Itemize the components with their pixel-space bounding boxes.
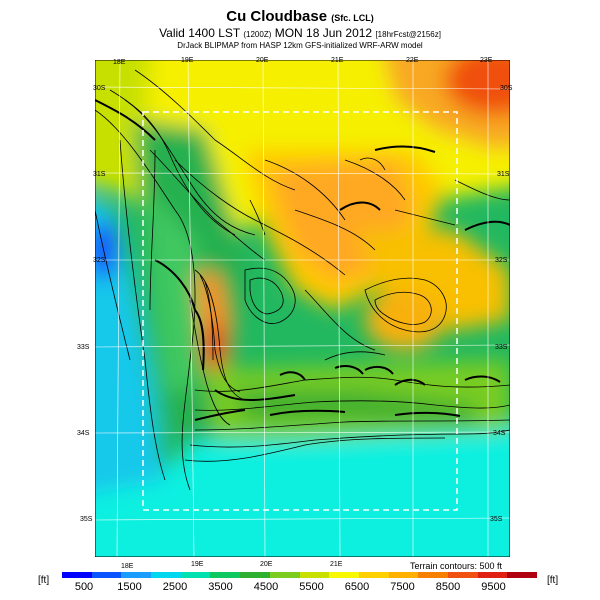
colorbar-tick-label: 500 xyxy=(74,581,94,593)
colorbar-tick-label: 8500 xyxy=(435,581,461,593)
colorbar-swatch xyxy=(240,572,270,578)
colorbar-tick-label: 2500 xyxy=(162,581,188,593)
colorbar-swatch xyxy=(91,572,122,578)
lat-label-right: 30S xyxy=(500,85,513,92)
colorbar-tick-label: 9500 xyxy=(481,581,506,593)
colorbar-swatch xyxy=(329,572,359,578)
lon-label-top: 18E xyxy=(113,59,126,66)
colorbar-swatch xyxy=(269,572,300,578)
colorbar-swatch xyxy=(418,572,448,578)
colorbar-tick-label: 4500 xyxy=(253,581,279,593)
cloudbase-contours xyxy=(95,99,510,421)
lon-label-bottom: 20E xyxy=(260,561,273,568)
colorbar-swatch xyxy=(121,572,152,578)
units-label-right: [ft] xyxy=(547,575,559,586)
colorbar-swatch xyxy=(180,572,211,578)
colorbar-swatch xyxy=(299,572,330,578)
lat-label-right: 31S xyxy=(497,171,510,178)
title-main: Cu Cloudbase xyxy=(226,8,328,25)
lon-label-bottom: 18E xyxy=(121,563,134,570)
lat-label-left: 32S xyxy=(93,257,106,264)
colorbar-swatch xyxy=(477,572,508,578)
lon-label-top: 19E xyxy=(181,57,194,64)
lat-label-left: 33S xyxy=(77,344,90,351)
colorbar-swatch xyxy=(358,572,389,578)
valid-tail: [18hrFcst@2156z] xyxy=(375,30,441,39)
colorbar-swatch xyxy=(62,572,92,578)
terrain-contours xyxy=(95,69,510,491)
lat-label-right: 34S xyxy=(493,430,506,437)
colorbar-tick-label: 5500 xyxy=(299,581,324,593)
lat-label-right: 35S xyxy=(490,516,503,523)
valid-date: MON 18 Jun 2012 xyxy=(274,26,373,40)
inner-domain-boundary xyxy=(142,111,458,511)
credit-line: DrJack BLIPMAP from HASP 12km GFS-initia… xyxy=(177,41,423,50)
lon-label-bottom: 19E xyxy=(191,561,204,568)
cloudbase-field xyxy=(95,60,510,557)
units-label-left: [ft] xyxy=(38,575,50,586)
terrain-contour-note: Terrain contours: 500 ft xyxy=(409,561,502,571)
valid-text: Valid 1400 LST xyxy=(159,26,241,40)
lat-label-left: 34S xyxy=(77,430,90,437)
colorbar-tick-label: 7500 xyxy=(390,581,415,593)
colorbar-tick-label: 1500 xyxy=(117,581,142,593)
lat-label-left: 35S xyxy=(80,516,93,523)
valid-code: (1200Z) xyxy=(243,30,272,39)
lon-label-top: 23E xyxy=(480,57,493,64)
colorbar-swatch xyxy=(388,572,419,578)
lon-label-top: 22E xyxy=(406,57,419,64)
map-plot xyxy=(95,60,510,557)
valid-time: Valid 1400 LST (1200Z) MON 18 Jun 2012 [… xyxy=(0,26,600,40)
lon-label-top: 21E xyxy=(331,57,344,64)
map-title: Cu Cloudbase (Sfc. LCL) xyxy=(0,8,600,25)
title-sub: (Sfc. LCL) xyxy=(331,13,374,23)
lat-label-right: 33S xyxy=(495,344,508,351)
colorbar-swatch xyxy=(210,572,241,578)
lat-label-right: 32S xyxy=(495,257,508,264)
colorbar-swatch xyxy=(507,572,537,578)
lat-lon-grid xyxy=(95,60,510,557)
colorbar xyxy=(62,572,537,578)
lon-label-top: 20E xyxy=(256,57,269,64)
colorbar-tick-label: 6500 xyxy=(344,581,370,593)
lat-label-left: 30S xyxy=(93,85,106,92)
lat-label-left: 31S xyxy=(93,171,106,178)
lon-label-bottom: 21E xyxy=(330,561,343,568)
colorbar-ticks: 500 1500 2500 3500 4500 5500 6500 7500 8500 9500 xyxy=(62,581,537,595)
colorbar-tick-label: 3500 xyxy=(208,581,233,593)
colorbar-swatch xyxy=(447,572,478,578)
colorbar-swatch xyxy=(151,572,181,578)
